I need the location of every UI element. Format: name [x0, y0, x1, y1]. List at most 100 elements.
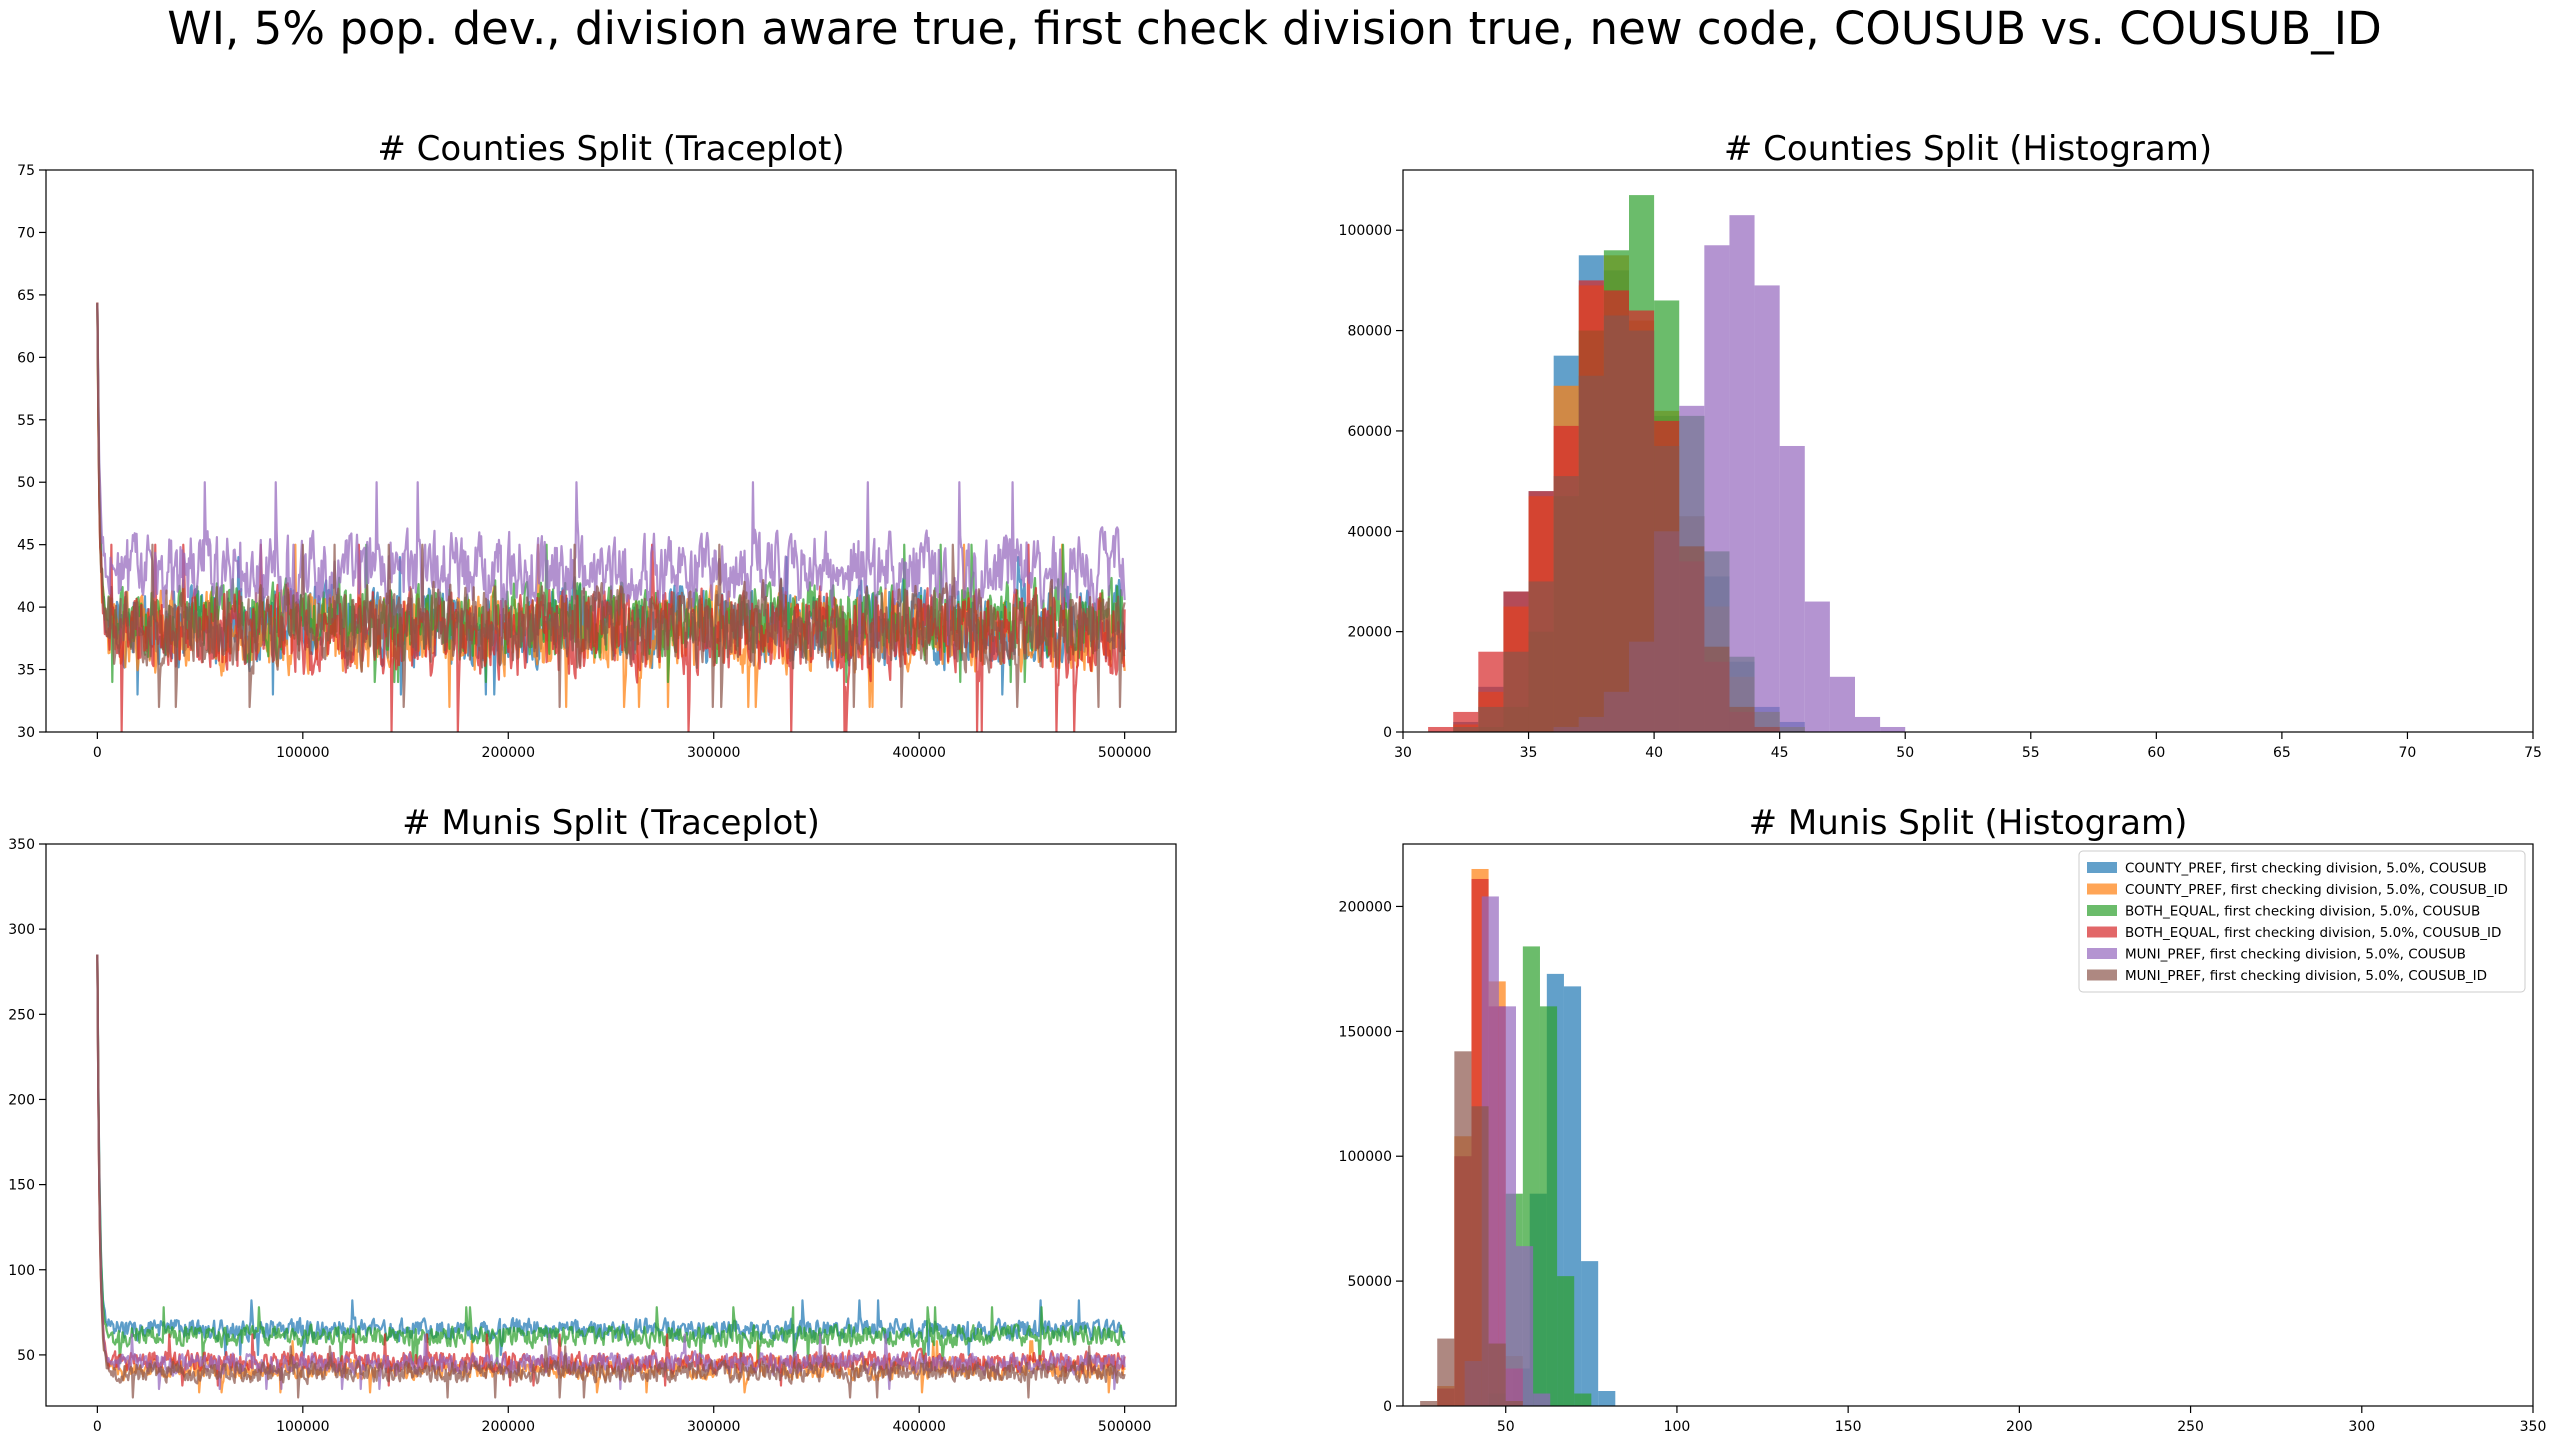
y-tick-label: 70: [17, 225, 35, 241]
counties-hist-series-5-bar: [1754, 285, 1780, 732]
munis-hist-frame: [1402, 843, 2534, 1407]
y-tick-label: 250: [8, 1007, 35, 1023]
y-tick-label: 0: [1383, 725, 1392, 741]
counties-hist-series-6-bar: [1503, 651, 1529, 732]
munis-hist-series-5-bar: [1498, 1006, 1516, 1406]
counties-hist-series-5-bar: [1729, 215, 1755, 732]
legend-swatch-2: [2087, 883, 2117, 895]
x-tick-label: 100000: [276, 1419, 329, 1435]
y-tick-label: 65: [17, 288, 35, 304]
x-tick-label: 350: [2520, 1419, 2547, 1435]
x-tick-label: 400000: [892, 1419, 945, 1435]
counties-hist-series-5-bar: [1779, 445, 1805, 732]
y-tick-label: 60000: [1347, 424, 1392, 440]
munis-hist-series-5-bar: [1516, 1246, 1534, 1406]
counties-hist-series-6-bar: [1453, 726, 1479, 732]
legend-swatch-5: [2087, 948, 2117, 959]
munis-hist-series-6-bar: [1420, 1401, 1438, 1406]
y-tick-label: 20000: [1347, 625, 1392, 641]
x-tick-label: 200000: [482, 1419, 535, 1435]
y-tick-label: 75: [17, 163, 35, 179]
figure-title: WI, 5% pop. dev., division aware true, f…: [167, 2, 2382, 55]
munis-hist-series-6-bar: [1471, 1106, 1489, 1406]
legend-entry-4: BOTH_EQUAL, first checking division, 5.0…: [2125, 925, 2501, 941]
munis-trace-frame: [45, 843, 1177, 1407]
x-tick-label: 35: [1520, 745, 1538, 761]
x-tick-label: 70: [2399, 745, 2417, 761]
x-tick-label: 65: [2273, 745, 2291, 761]
legend-entry-5: MUNI_PREF, first checking division, 5.0%…: [2125, 947, 2466, 963]
x-tick-label: 150: [1835, 1419, 1862, 1435]
x-tick-label: 30: [1394, 745, 1412, 761]
counties-hist-series-4-bar: [1428, 726, 1454, 732]
legend-swatch-6: [2087, 969, 2117, 981]
legend-swatch-4: [2087, 926, 2117, 938]
y-tick-label: 55: [17, 413, 35, 429]
counties-hist-frame: [1402, 169, 2534, 733]
y-tick-label: 0: [1383, 1399, 1392, 1415]
x-tick-label: 500000: [1098, 1419, 1151, 1435]
counties-trace-panel: 0 100000 200000 300000 400000 500000 30 35 40 45 5…: [17, 129, 1177, 761]
legend-entry-3: BOTH_EQUAL, first checking division, 5.0…: [2125, 904, 2480, 920]
legend-swatch-1: [2087, 862, 2117, 873]
munis-trace-series-5-line: [96, 954, 1126, 1391]
x-tick-label: 300: [2348, 1419, 2375, 1435]
munis-hist-series-6-bar: [1437, 1338, 1455, 1406]
counties-hist-series-6-bar: [1729, 706, 1755, 732]
y-tick-label: 350: [8, 837, 35, 853]
counties-hist-series-6-bar: [1603, 315, 1629, 732]
counties-trace-series-6-line: [96, 302, 1126, 709]
counties-hist-series-6-bar: [1578, 375, 1604, 732]
x-tick-label: 40: [1645, 745, 1663, 761]
y-tick-label: 100000: [1339, 1149, 1392, 1165]
munis-trace-panel: 0 100000 200000 300000 400000 500000 50 100 150 2…: [8, 803, 1177, 1435]
counties-hist-panel: 30 35 40 45 50 55 60 65 70 75 0 20000 40000 60000 8000…: [1339, 129, 2542, 761]
counties-hist-series-5-bar: [1855, 716, 1881, 732]
x-tick-label: 300000: [687, 1419, 740, 1435]
x-tick-label: 55: [2022, 745, 2040, 761]
x-tick-label: 300000: [687, 745, 740, 761]
counties-hist-series-6-bar: [1478, 706, 1504, 732]
x-tick-label: 250: [2177, 1419, 2204, 1435]
counties-hist-series-6-bar: [1679, 546, 1705, 732]
y-tick-label: 30: [17, 725, 35, 741]
counties-trace-title: # Counties Split (Traceplot): [377, 129, 844, 169]
y-tick-label: 50: [17, 1348, 35, 1364]
munis-hist-series-6-bar: [1454, 1051, 1472, 1406]
munis-trace-series-6-line: [96, 954, 1126, 1399]
x-tick-label: 75: [2524, 745, 2542, 761]
legend-box: [2078, 850, 2526, 993]
counties-hist-series-6-bar: [1553, 476, 1579, 732]
x-tick-label: 200000: [482, 745, 535, 761]
counties-hist-title: # Counties Split (Histogram): [1724, 129, 2212, 169]
counties-hist-series-6-bar: [1754, 726, 1780, 732]
munis-hist-panel: 50 100 150 200 250 300 350 0 50000 100000 150000 20…: [1339, 803, 2547, 1435]
legend-entry-2: COUNTY_PREF, first checking division, 5.…: [2125, 882, 2508, 898]
y-tick-label: 45: [17, 538, 35, 554]
legend-entry-6: MUNI_PREF, first checking division, 5.0%…: [2125, 968, 2487, 984]
munis-hist-series-5-bar: [1533, 1393, 1551, 1406]
x-tick-label: 50: [1497, 1419, 1515, 1435]
y-tick-label: 40000: [1347, 524, 1392, 540]
y-tick-label: 80000: [1347, 324, 1392, 340]
munis-hist-series-1-bar: [1598, 1391, 1616, 1406]
x-tick-label: 200: [2006, 1419, 2033, 1435]
counties-hist-series-6-bar: [1629, 330, 1655, 732]
x-tick-label: 400000: [892, 745, 945, 761]
legend-swatch-3: [2087, 905, 2117, 916]
munis-hist-plot-area: [1420, 868, 1616, 1406]
x-tick-label: 50: [1896, 745, 1914, 761]
counties-hist-series-6-bar: [1704, 646, 1730, 732]
counties-hist-series-6-bar: [1654, 445, 1680, 732]
legend-entry-1: COUNTY_PREF, first checking division, 5.…: [2125, 861, 2487, 877]
counties-hist-series-5-bar: [1804, 601, 1830, 732]
x-tick-label: 500000: [1098, 745, 1151, 761]
y-tick-label: 40: [17, 600, 35, 616]
y-tick-label: 35: [17, 663, 35, 679]
counties-trace-plot-area: [96, 302, 1126, 732]
munis-hist-title: # Munis Split (Histogram): [1749, 803, 2188, 843]
y-tick-label: 50000: [1347, 1274, 1392, 1290]
munis-hist-series-6-bar: [1488, 1343, 1506, 1406]
munis-hist-series-3-bar: [1557, 1276, 1575, 1406]
